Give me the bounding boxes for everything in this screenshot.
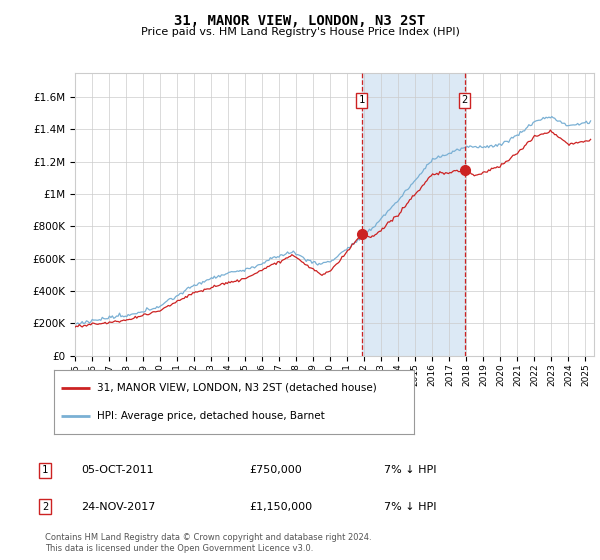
- Text: 1: 1: [42, 465, 48, 475]
- Text: 7% ↓ HPI: 7% ↓ HPI: [384, 465, 437, 475]
- Text: 1: 1: [359, 95, 365, 105]
- Text: 2: 2: [461, 95, 468, 105]
- Text: 24-NOV-2017: 24-NOV-2017: [81, 502, 155, 512]
- Text: 31, MANOR VIEW, LONDON, N3 2ST (detached house): 31, MANOR VIEW, LONDON, N3 2ST (detached…: [97, 382, 377, 393]
- Bar: [362, 73, 464, 356]
- Text: 2: 2: [42, 502, 48, 512]
- Text: HPI: Average price, detached house, Barnet: HPI: Average price, detached house, Barn…: [97, 411, 325, 421]
- Text: Price paid vs. HM Land Registry's House Price Index (HPI): Price paid vs. HM Land Registry's House …: [140, 27, 460, 38]
- Text: 7% ↓ HPI: 7% ↓ HPI: [384, 502, 437, 512]
- Text: £1,150,000: £1,150,000: [249, 502, 312, 512]
- Text: £750,000: £750,000: [249, 465, 302, 475]
- Text: Contains HM Land Registry data © Crown copyright and database right 2024.
This d: Contains HM Land Registry data © Crown c…: [45, 533, 371, 553]
- Text: 31, MANOR VIEW, LONDON, N3 2ST: 31, MANOR VIEW, LONDON, N3 2ST: [175, 14, 425, 28]
- Text: 05-OCT-2011: 05-OCT-2011: [81, 465, 154, 475]
